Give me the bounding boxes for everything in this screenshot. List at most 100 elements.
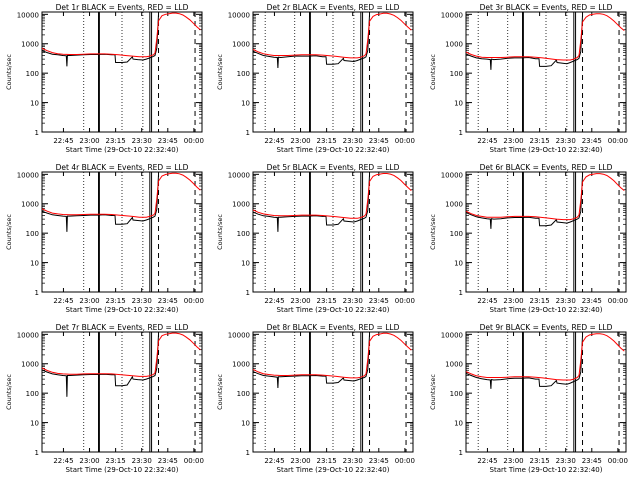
y-tick-label: 10	[241, 100, 250, 108]
y-tick-label: 1000	[232, 201, 250, 209]
y-axis-label: Counts/sec	[216, 374, 224, 410]
events-series-line	[253, 174, 370, 232]
x-tick-label: 00:00	[184, 297, 204, 305]
y-tick-label: 10000	[228, 331, 250, 339]
y-tick-label: 10	[30, 100, 39, 108]
chart-title: Det 3r BLACK = Events, RED = LLD	[480, 3, 613, 12]
events-series-line	[253, 14, 370, 69]
x-axis-label: Start Time (29-Oct-10 22:32:40)	[490, 306, 603, 314]
chart-title: Det 9r BLACK = Events, RED = LLD	[480, 323, 613, 332]
x-tick-label: 23:30	[132, 457, 152, 465]
x-tick-label: 23:15	[530, 297, 550, 305]
x-tick-label: 00:00	[395, 297, 415, 305]
chart-panel: 1 10 100 1000 10000 22:45 23:00 23:15 23:30 23:45…	[216, 163, 415, 314]
x-axis-label: Start Time (29-Oct-10 22:32:40)	[66, 466, 179, 474]
x-tick-label: 23:15	[530, 457, 550, 465]
x-tick-label: 22:45	[53, 297, 73, 305]
chart-title: Det 6r BLACK = Events, RED = LLD	[480, 163, 613, 172]
y-tick-label: 1000	[232, 41, 250, 49]
y-tick-label: 10000	[441, 171, 463, 179]
events-series-line	[42, 334, 159, 397]
x-tick-label: 23:30	[556, 137, 576, 145]
y-tick-label: 1	[459, 449, 463, 457]
x-axis-label: Start Time (29-Oct-10 22:32:40)	[490, 466, 603, 474]
y-tick-label: 1	[35, 449, 39, 457]
x-tick-label: 23:00	[503, 297, 523, 305]
chart-panel: 1 10 100 1000 10000 22:45 23:00 23:15 23:30 23:45…	[429, 323, 628, 474]
y-axis-label: Counts/sec	[216, 54, 224, 90]
x-axis-label: Start Time (29-Oct-10 22:32:40)	[277, 146, 390, 154]
x-tick-label: 23:30	[343, 457, 363, 465]
x-tick-label: 23:00	[290, 137, 310, 145]
y-tick-label: 100	[450, 230, 463, 238]
y-tick-label: 10000	[228, 171, 250, 179]
y-axis-label: Counts/sec	[429, 54, 437, 90]
x-tick-label: 23:15	[530, 137, 550, 145]
y-tick-label: 10000	[441, 331, 463, 339]
x-tick-label: 22:45	[477, 297, 497, 305]
y-tick-label: 100	[26, 390, 39, 398]
lld-series-line	[466, 333, 625, 381]
chart-title: Det 2r BLACK = Events, RED = LLD	[267, 3, 400, 12]
x-tick-label: 00:00	[608, 137, 628, 145]
y-tick-label: 10	[454, 100, 463, 108]
y-tick-label: 1	[35, 289, 39, 297]
x-tick-label: 23:45	[582, 137, 602, 145]
x-tick-label: 23:00	[290, 297, 310, 305]
y-tick-label: 100	[237, 230, 250, 238]
y-tick-label: 1	[246, 129, 250, 137]
x-axis-label: Start Time (29-Oct-10 22:32:40)	[66, 306, 179, 314]
y-tick-label: 1	[35, 129, 39, 137]
y-tick-label: 10000	[17, 171, 39, 179]
y-axis-label: Counts/sec	[429, 214, 437, 250]
x-tick-label: 00:00	[395, 457, 415, 465]
x-tick-label: 23:00	[79, 137, 99, 145]
y-tick-label: 10	[30, 420, 39, 428]
x-tick-label: 23:15	[106, 297, 126, 305]
events-series-line	[466, 175, 583, 229]
x-tick-label: 23:30	[556, 457, 576, 465]
chart-title: Det 5r BLACK = Events, RED = LLD	[267, 163, 400, 172]
lld-series-line	[253, 173, 412, 219]
y-tick-label: 10	[241, 420, 250, 428]
chart-panel: 1 10 100 1000 10000 22:45 23:00 23:15 23:30 23:45…	[216, 323, 415, 474]
y-axis-label: Counts/sec	[429, 374, 437, 410]
x-tick-label: 23:30	[556, 297, 576, 305]
x-tick-label: 22:45	[53, 137, 73, 145]
y-axis-label: Counts/sec	[216, 214, 224, 250]
y-tick-label: 100	[237, 70, 250, 78]
x-tick-label: 23:30	[343, 137, 363, 145]
y-tick-label: 10	[30, 260, 39, 268]
x-tick-label: 23:00	[503, 457, 523, 465]
x-axis-label: Start Time (29-Oct-10 22:32:40)	[66, 146, 179, 154]
events-series-line	[466, 335, 583, 389]
chart-title: Det 7r BLACK = Events, RED = LLD	[56, 323, 189, 332]
y-tick-label: 10000	[17, 11, 39, 19]
x-tick-label: 23:45	[158, 137, 178, 145]
events-series-line	[466, 15, 583, 70]
x-tick-label: 00:00	[395, 137, 415, 145]
y-tick-label: 10	[454, 260, 463, 268]
chart-panel: 1 10 100 1000 10000 22:45 23:00 23:15 23:30 23:45…	[429, 3, 628, 154]
y-tick-label: 100	[450, 390, 463, 398]
y-tick-label: 1	[246, 289, 250, 297]
y-tick-label: 1	[459, 129, 463, 137]
chart-title: Det 1r BLACK = Events, RED = LLD	[56, 3, 189, 12]
x-axis-label: Start Time (29-Oct-10 22:32:40)	[277, 306, 390, 314]
x-tick-label: 23:45	[369, 137, 389, 145]
x-tick-label: 00:00	[184, 457, 204, 465]
x-tick-label: 23:45	[158, 457, 178, 465]
x-tick-label: 22:45	[264, 297, 284, 305]
y-tick-label: 1000	[445, 41, 463, 49]
chart-panel: 1 10 100 1000 10000 22:45 23:00 23:15 23:30 23:45…	[5, 323, 204, 474]
x-tick-label: 23:30	[132, 297, 152, 305]
events-series-line	[42, 14, 159, 67]
x-tick-label: 22:45	[477, 457, 497, 465]
x-tick-label: 23:45	[369, 297, 389, 305]
x-tick-label: 23:15	[317, 137, 337, 145]
y-tick-label: 10000	[17, 331, 39, 339]
x-tick-label: 00:00	[184, 137, 204, 145]
x-tick-label: 22:45	[477, 137, 497, 145]
x-tick-label: 23:00	[503, 137, 523, 145]
